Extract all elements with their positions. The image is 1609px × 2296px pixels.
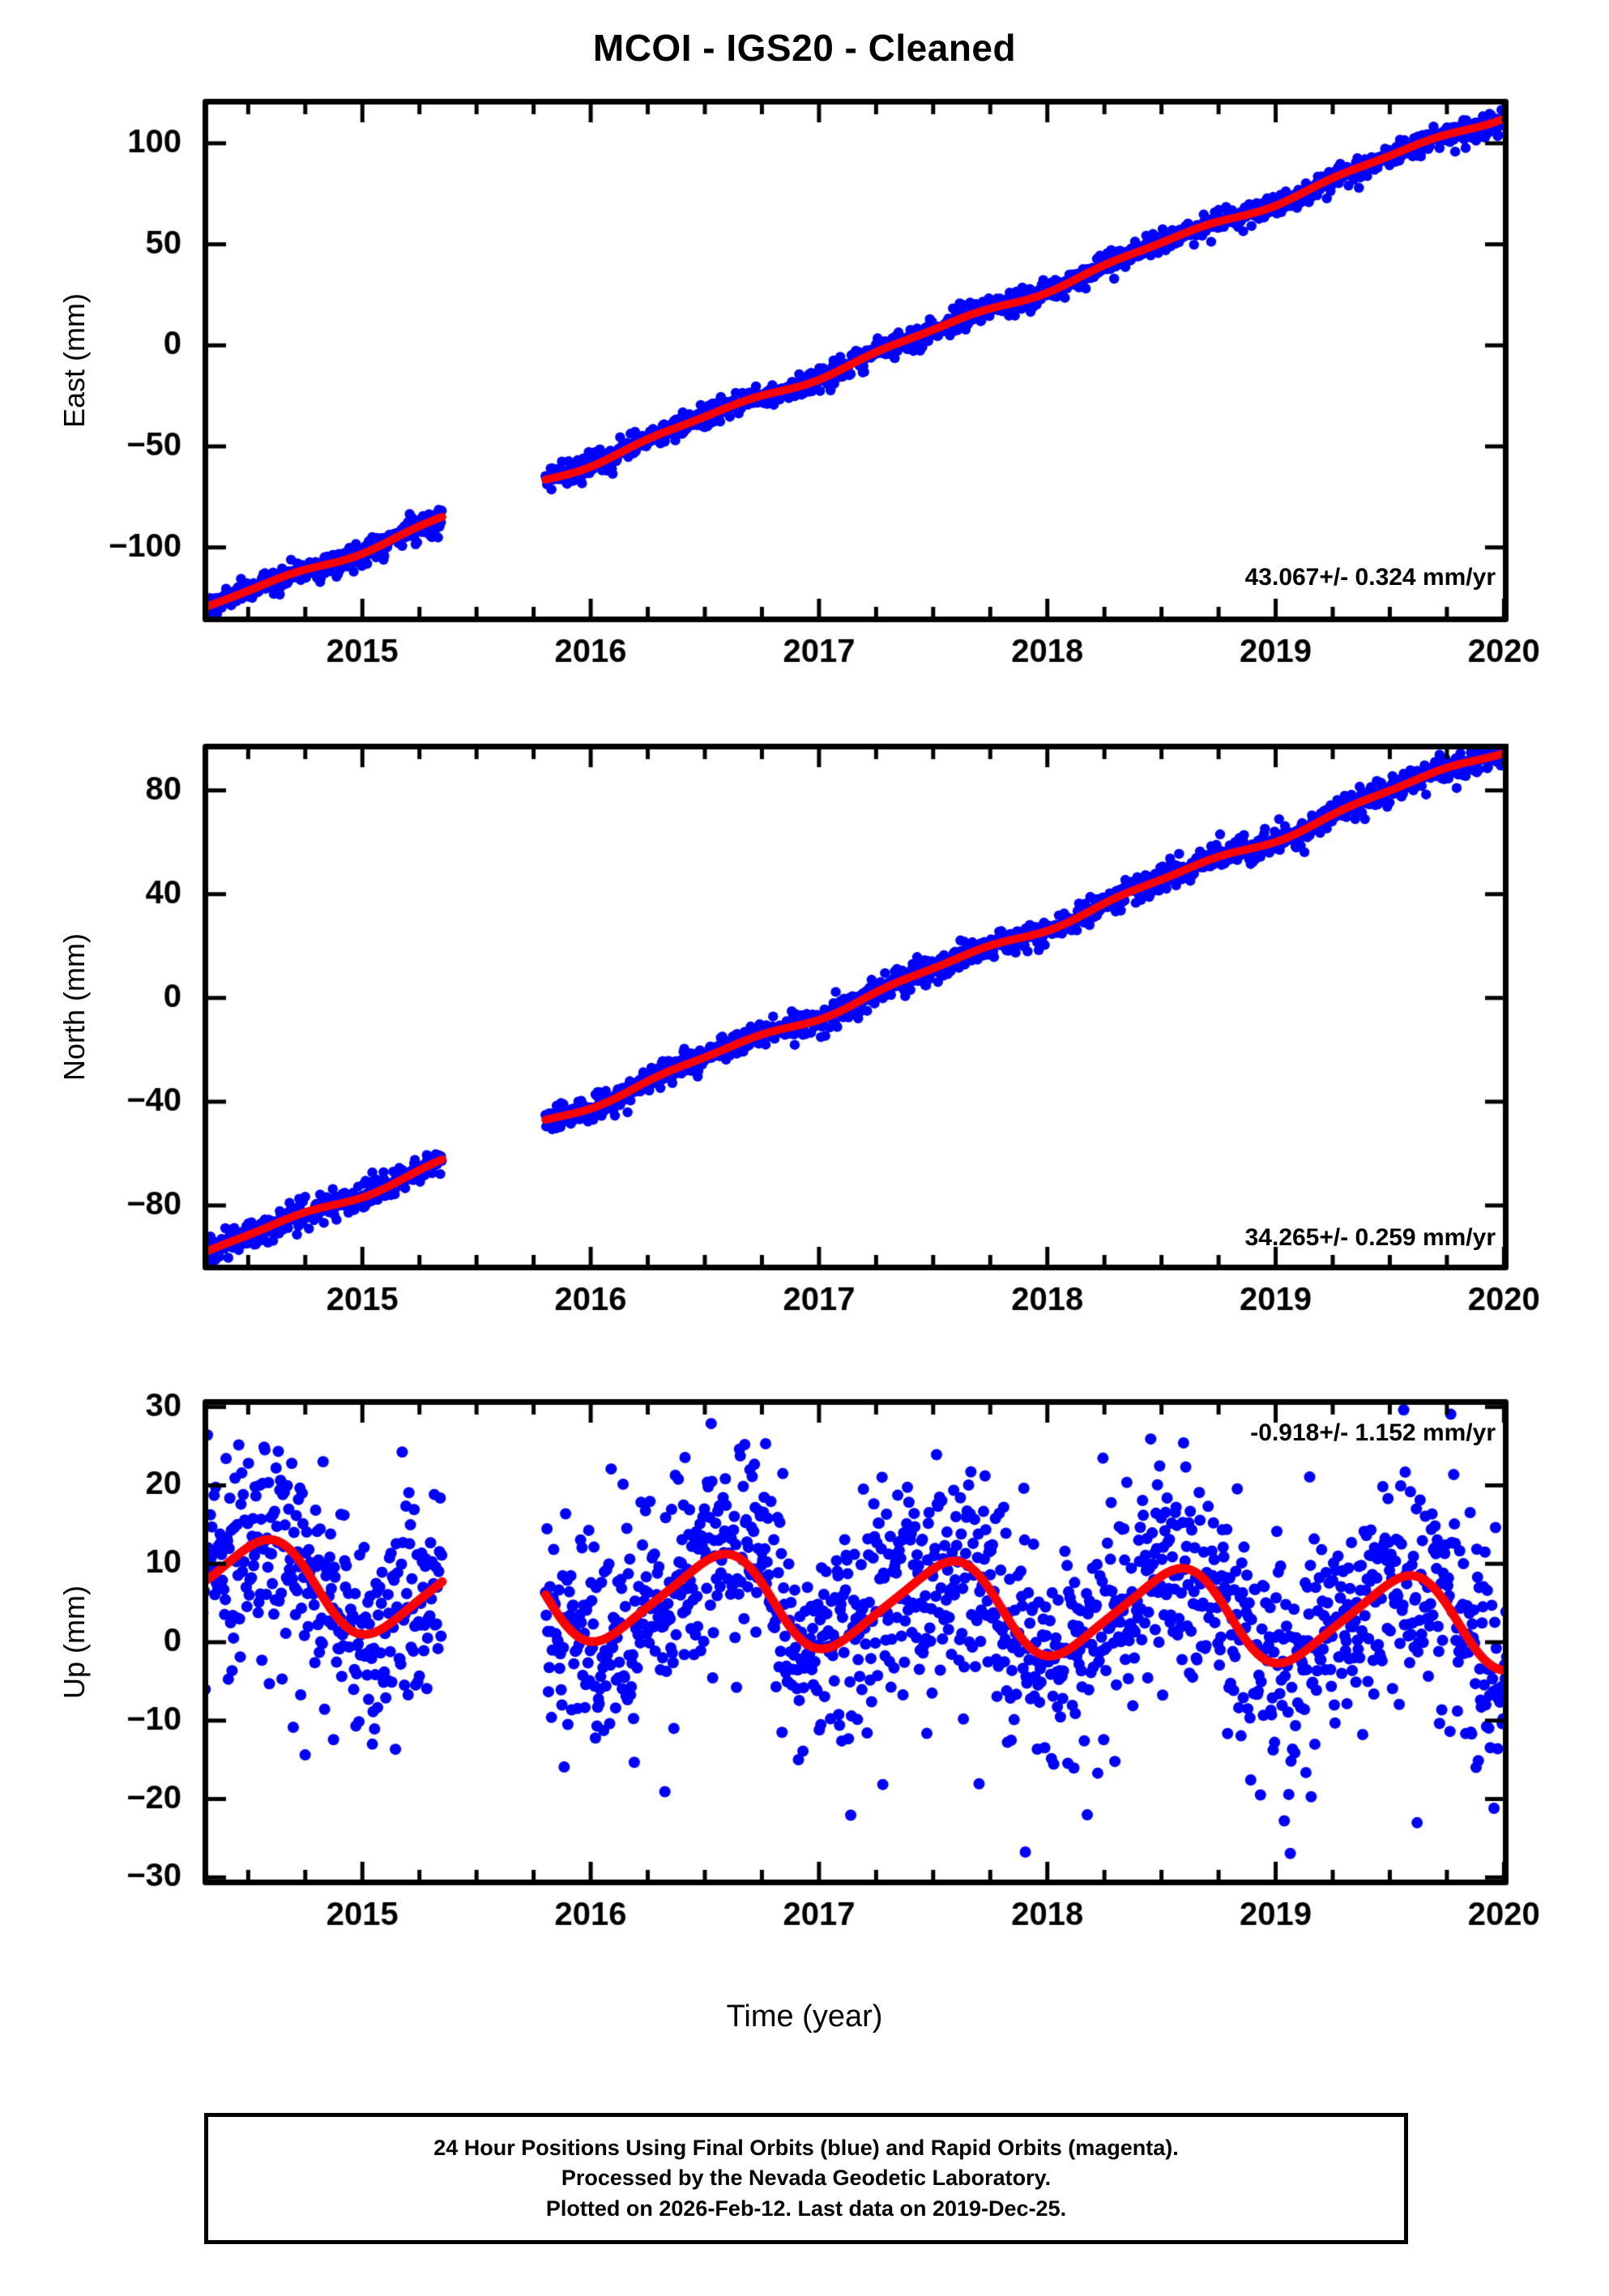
- page-title: MCOI - IGS20 - Cleaned: [592, 27, 1017, 69]
- east-axis-title: East (mm): [58, 293, 91, 428]
- up-axis-title: Up (mm): [58, 1585, 91, 1699]
- north-component-plot: [0, 719, 1609, 1343]
- up-component-plot: [0, 1375, 1609, 1958]
- x-axis-title: Time (year): [726, 1999, 883, 2034]
- north-axis-title: North (mm): [58, 933, 91, 1081]
- caption-line-orbits: 24 Hour Positions Using Final Orbits (bl…: [433, 2136, 1179, 2161]
- up-rate-annotation: -0.918+/- 1.152 mm/yr: [1250, 1419, 1496, 1446]
- north-rate-annotation: 34.265+/- 0.259 mm/yr: [1244, 1224, 1496, 1251]
- east-component-plot: [0, 75, 1609, 695]
- east-rate-annotation: 43.067+/- 0.324 mm/yr: [1244, 564, 1496, 591]
- caption-line-dates: Plotted on 2026-Feb-12. Last data on 201…: [545, 2196, 1067, 2221]
- caption-line-processing: Processed by the Nevada Geodetic Laborat…: [561, 2166, 1052, 2191]
- figure-caption-box: 24 Hour Positions Using Final Orbits (bl…: [204, 2113, 1408, 2244]
